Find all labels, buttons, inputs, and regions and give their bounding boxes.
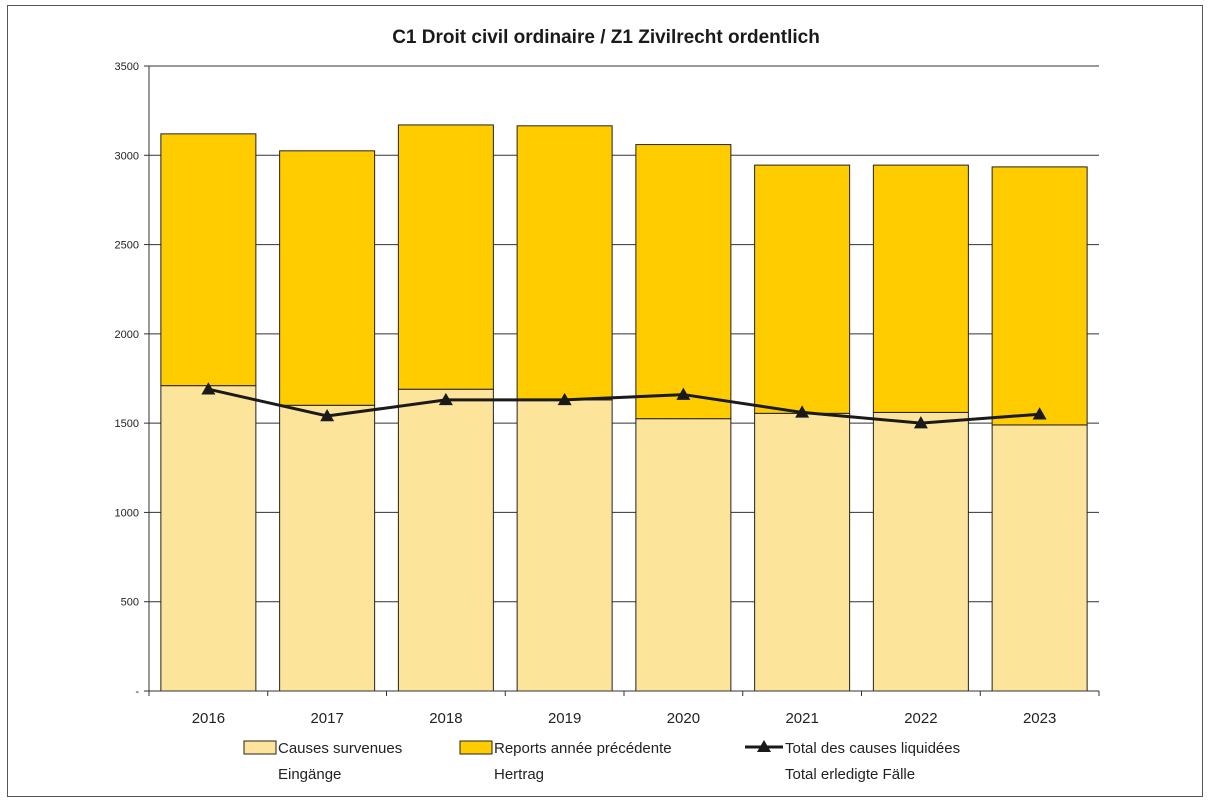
legend-label-total-erledigte: Total erledigte Fälle xyxy=(785,766,915,783)
bar-reports-annee-precedente xyxy=(872,164,969,413)
x-tick-label: 2018 xyxy=(429,710,462,727)
bar-causes-survenues xyxy=(754,412,851,692)
x-tick-label: 2022 xyxy=(904,710,937,727)
y-tick-label: - xyxy=(135,686,139,698)
y-tick-label: 3500 xyxy=(115,61,139,73)
total-point-marker xyxy=(557,392,572,406)
x-tick-label: 2020 xyxy=(667,710,700,727)
total-point-marker xyxy=(913,416,928,429)
bars xyxy=(160,124,1088,692)
y-tick-label: 500 xyxy=(121,597,139,609)
x-tick-label: 2017 xyxy=(310,710,343,727)
total-point-marker xyxy=(676,387,691,400)
chart-frame: C1 Droit civil ordinaire / Z1 Zivilrecht… xyxy=(7,5,1203,797)
total-point-marker xyxy=(320,409,335,422)
legend-label-reports: Reports année précédente xyxy=(494,740,672,757)
x-tick-label: 2021 xyxy=(785,710,818,727)
total-line xyxy=(201,382,1047,429)
y-tick-label: 2000 xyxy=(115,329,139,341)
legend-label-eingaenge: Eingänge xyxy=(278,766,341,783)
total-point-marker xyxy=(795,405,810,418)
bar-causes-survenues xyxy=(872,411,969,692)
legend: Causes survenues Eingänge Reports année pr… xyxy=(243,740,960,783)
bar-causes-survenues xyxy=(397,388,494,692)
bar-reports-annee-precedente xyxy=(397,124,494,390)
bar-reports-annee-precedente xyxy=(160,133,257,387)
y-tick-label: 3000 xyxy=(115,150,139,162)
total-point-marker xyxy=(1032,407,1047,420)
legend-label-hertrag: Hertrag xyxy=(494,766,544,783)
x-tick-label: 2023 xyxy=(1023,710,1056,727)
bar-reports-annee-precedente xyxy=(754,164,851,414)
legend-label-causes-survenues: Causes survenues xyxy=(278,740,402,757)
legend-swatch-reports xyxy=(459,740,493,755)
y-tick-label: 1500 xyxy=(115,418,139,430)
y-tick-label: 2500 xyxy=(115,240,139,252)
bar-reports-annee-precedente xyxy=(635,144,732,420)
y-tick-label: 1000 xyxy=(115,507,139,519)
legend-label-total: Total des causes liquidées xyxy=(785,740,960,757)
x-tick-label: 2016 xyxy=(192,710,225,727)
bar-reports-annee-precedente xyxy=(279,150,376,406)
bar-causes-survenues xyxy=(160,385,257,692)
bar-reports-annee-precedente xyxy=(516,125,613,401)
total-line-path xyxy=(208,387,1040,425)
stacked-bar-line-chart: C1 Droit civil ordinaire / Z1 Zivilrecht… xyxy=(115,27,1100,783)
legend-marker-total xyxy=(757,740,771,752)
chart-title: C1 Droit civil ordinaire / Z1 Zivilrecht… xyxy=(392,27,820,48)
legend-swatch-causes-survenues xyxy=(243,740,277,755)
x-tick-label: 2019 xyxy=(548,710,581,727)
total-point-marker xyxy=(438,392,453,406)
bar-causes-survenues xyxy=(516,399,613,692)
total-point-marker xyxy=(201,382,216,395)
bar-causes-survenues xyxy=(635,418,732,692)
axes: - 500 1000 1500 2000 2500 3000 3500 2016 2017 2018… xyxy=(115,61,1100,727)
bar-reports-annee-precedente xyxy=(991,166,1088,426)
bar-causes-survenues xyxy=(991,424,1088,692)
bar-causes-survenues xyxy=(279,404,376,692)
